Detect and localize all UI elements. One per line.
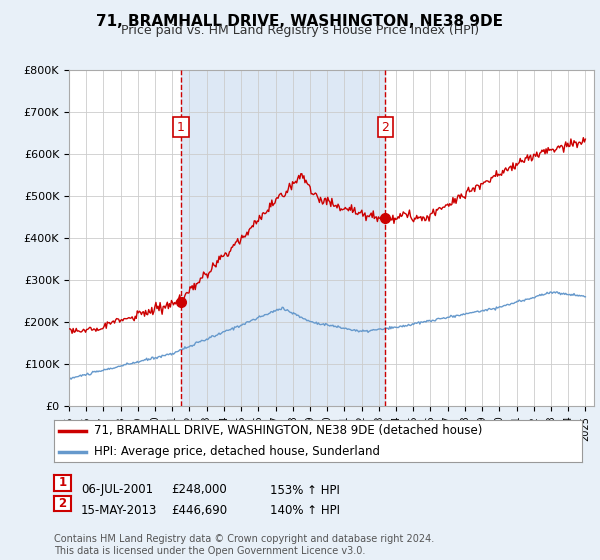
Text: £248,000: £248,000 xyxy=(171,483,227,497)
Text: 140% ↑ HPI: 140% ↑ HPI xyxy=(270,504,340,517)
Text: 1: 1 xyxy=(177,120,185,134)
Text: Price paid vs. HM Land Registry's House Price Index (HPI): Price paid vs. HM Land Registry's House … xyxy=(121,24,479,37)
Bar xyxy=(181,70,385,406)
Text: 2: 2 xyxy=(381,120,389,134)
Text: 153% ↑ HPI: 153% ↑ HPI xyxy=(270,483,340,497)
Text: 2: 2 xyxy=(58,497,67,510)
Text: Contains HM Land Registry data © Crown copyright and database right 2024.
This d: Contains HM Land Registry data © Crown c… xyxy=(54,534,434,556)
Text: 15-MAY-2013: 15-MAY-2013 xyxy=(81,504,157,517)
Text: £446,690: £446,690 xyxy=(171,504,227,517)
Text: HPI: Average price, detached house, Sunderland: HPI: Average price, detached house, Sund… xyxy=(94,445,380,458)
Text: 1: 1 xyxy=(58,476,67,489)
Text: 71, BRAMHALL DRIVE, WASHINGTON, NE38 9DE: 71, BRAMHALL DRIVE, WASHINGTON, NE38 9DE xyxy=(97,14,503,29)
Text: 71, BRAMHALL DRIVE, WASHINGTON, NE38 9DE (detached house): 71, BRAMHALL DRIVE, WASHINGTON, NE38 9DE… xyxy=(94,424,482,437)
Text: 06-JUL-2001: 06-JUL-2001 xyxy=(81,483,153,497)
